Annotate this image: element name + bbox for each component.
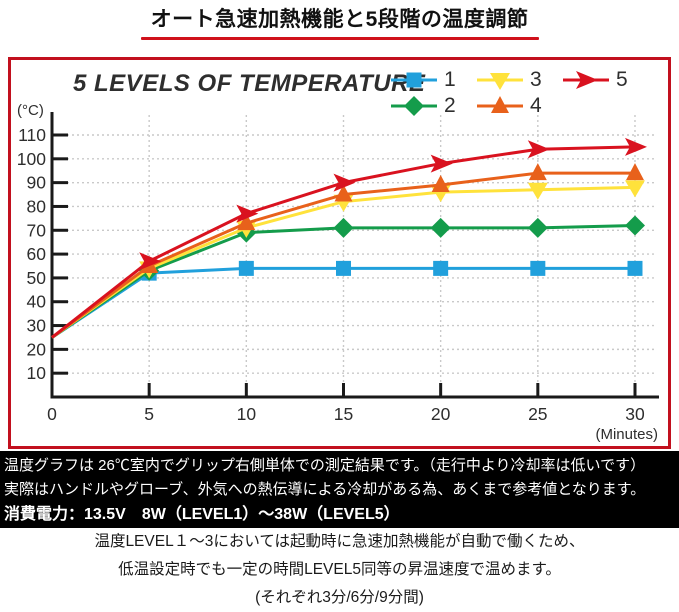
legend-label: 1 bbox=[444, 68, 456, 91]
info-line-1: 温度グラフは 26℃室内でグリップ右側単体での測定結果です。（走行中より冷却率は… bbox=[4, 457, 646, 474]
legend-item-2: 2 bbox=[390, 94, 476, 118]
tick-labels: 10 20 30 40 50 60 70 80 90 100 110 0 5 10 15 20 25 30 bbox=[17, 125, 645, 424]
info-panel: 温度グラフは 26℃室内でグリップ右側単体での測定結果です。（走行中より冷却率は… bbox=[0, 451, 679, 528]
svg-text:30: 30 bbox=[27, 316, 47, 336]
x-axis-unit-label: (Minutes) bbox=[595, 426, 658, 443]
power-consumption-line: 消費電力：13.5V 8W（LEVEL1）～38W（LEVEL5） bbox=[4, 506, 400, 523]
svg-text:70: 70 bbox=[27, 220, 47, 240]
y-axis-unit-label: (°C) bbox=[17, 102, 44, 119]
svg-text:30: 30 bbox=[625, 404, 645, 424]
footer-line-2: 低温設定時でも一定の時間LEVEL5同等の昇温速度で温めます。 bbox=[118, 561, 561, 578]
svg-text:90: 90 bbox=[27, 173, 47, 193]
header: オート急速加熱機能と5段階の温度調節 bbox=[0, 0, 679, 40]
chart-title: 5 LEVELS OF TEMPERATURE bbox=[73, 70, 426, 97]
plot-area: 10 20 30 40 50 60 70 80 90 100 110 0 5 10 15 20 25 30 bbox=[17, 112, 659, 424]
legend-item-3: 3 bbox=[476, 68, 562, 92]
chart-legend: 1 3 5 2 4 bbox=[390, 68, 648, 118]
svg-text:10: 10 bbox=[237, 404, 257, 424]
legend-label: 5 bbox=[616, 68, 628, 91]
svg-text:20: 20 bbox=[27, 339, 47, 359]
legend-label: 3 bbox=[530, 68, 542, 91]
diamond-icon bbox=[391, 96, 437, 116]
series-3 bbox=[51, 180, 645, 339]
footer-line-3: (それぞれ3分/6分/9分間) bbox=[255, 589, 424, 606]
svg-text:50: 50 bbox=[27, 268, 47, 288]
triangle-down-icon bbox=[477, 73, 523, 90]
svg-text:10: 10 bbox=[27, 363, 47, 383]
arrow-right-icon bbox=[563, 71, 609, 89]
footer-line-1: 温度LEVEL１～3においては起動時に急速加熱機能が自動で働くため、 bbox=[94, 533, 585, 550]
legend-item-4: 4 bbox=[476, 94, 562, 118]
series-2 bbox=[51, 215, 645, 339]
page-title: オート急速加熱機能と5段階の温度調節 bbox=[150, 8, 529, 31]
triangle-up-icon bbox=[477, 96, 523, 113]
legend-label: 4 bbox=[530, 94, 542, 117]
axes bbox=[50, 112, 659, 399]
svg-text:20: 20 bbox=[431, 404, 451, 424]
temperature-chart: 10 20 30 40 50 60 70 80 90 100 110 0 5 10 15 20 25 30 5 L… bbox=[8, 57, 671, 449]
svg-text:0: 0 bbox=[47, 404, 57, 424]
svg-text:100: 100 bbox=[17, 149, 46, 169]
legend-item-5: 5 bbox=[562, 68, 648, 92]
title-underline bbox=[140, 37, 539, 40]
svg-text:80: 80 bbox=[27, 196, 47, 216]
svg-text:110: 110 bbox=[18, 125, 46, 145]
legend-item-1: 1 bbox=[390, 68, 476, 92]
info-line-2: 実際はハンドルやグローブ、外気への熱伝導による冷却がある為、あくまで参考値となり… bbox=[4, 481, 646, 498]
series-5 bbox=[51, 137, 647, 339]
svg-text:25: 25 bbox=[528, 404, 547, 424]
svg-text:40: 40 bbox=[27, 292, 47, 312]
footer-notes: 温度LEVEL１～3においては起動時に急速加熱機能が自動で働くため、 低温設定時… bbox=[0, 528, 679, 612]
svg-text:5: 5 bbox=[144, 404, 154, 424]
svg-text:15: 15 bbox=[334, 404, 353, 424]
svg-text:60: 60 bbox=[27, 244, 47, 264]
legend-label: 2 bbox=[444, 94, 456, 117]
square-icon bbox=[391, 72, 437, 88]
